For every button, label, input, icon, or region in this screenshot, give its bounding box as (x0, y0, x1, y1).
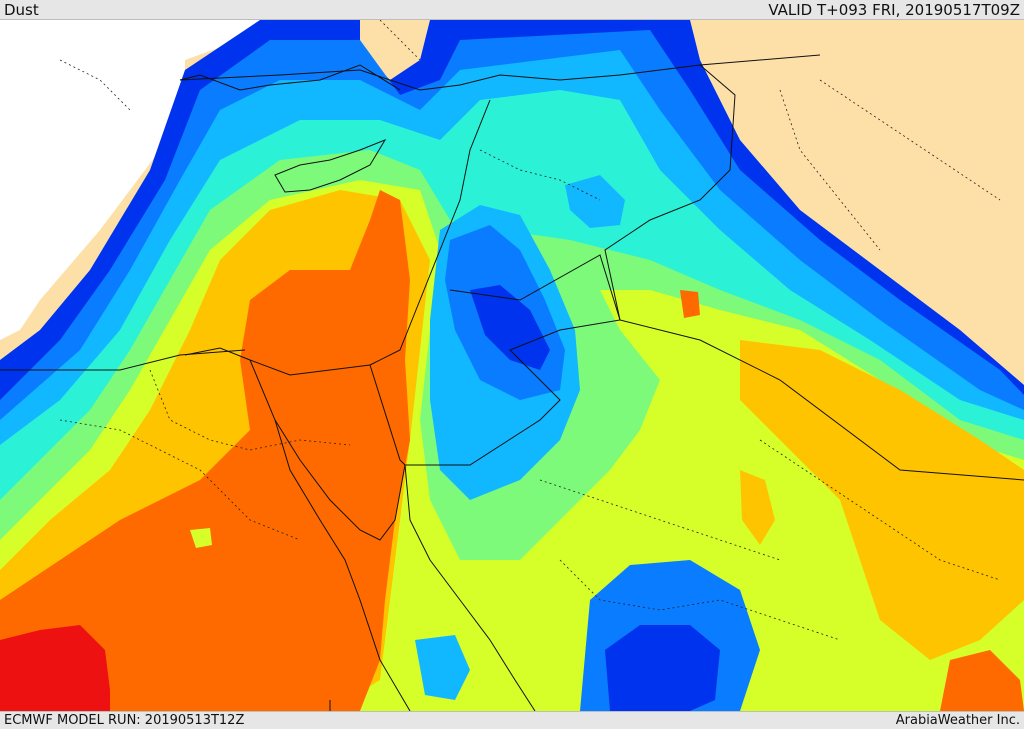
credit: ArabiaWeather Inc. (895, 713, 1020, 728)
dust-forecast-map[interactable] (0, 20, 1024, 711)
coast-red-sea-west (249, 359, 411, 711)
dust-level-9 (0, 625, 110, 711)
coast-turkey (179, 64, 401, 91)
dust-blob-small-1 (565, 175, 625, 228)
map-canvas (0, 20, 1024, 711)
admin-line-3 (539, 479, 781, 561)
dust-blob-small-4 (740, 470, 775, 545)
cyprus (274, 138, 387, 193)
dust-blob-small-2 (415, 635, 470, 700)
border-syria-iraq (604, 64, 736, 321)
border-egypt-israel (369, 364, 406, 466)
dust-blob-small-3 (680, 290, 700, 318)
border-turkey-south (179, 54, 821, 91)
border-jordan (405, 254, 621, 466)
sea-area (0, 20, 285, 340)
country-borders (0, 54, 1024, 711)
coast-levant (369, 99, 491, 366)
map-title: Dust (4, 0, 39, 19)
dust-low-blob-south-core (605, 625, 720, 711)
coast-sinai (274, 419, 406, 541)
admin-line-5 (819, 79, 1001, 201)
dust-level-8 (0, 190, 1024, 711)
border-saudi-iraq (619, 319, 1024, 481)
coast-nile-delta (184, 347, 371, 376)
admin-line-6 (779, 89, 881, 251)
admin-line-2 (59, 419, 301, 541)
valid-time: VALID T+093 FRI, 20190517T09Z (768, 0, 1020, 19)
border-egypt-libya (0, 349, 246, 371)
dust-low-blob-jordan-core (470, 285, 550, 370)
title-bar: Dust VALID T+093 FRI, 20190517T09Z (0, 0, 1024, 20)
dust-blob-small-5 (190, 528, 212, 548)
admin-line-7 (479, 149, 601, 201)
admin-borders (59, 20, 1001, 641)
coast-red-sea-east (404, 464, 536, 711)
footer-bar: ECMWF MODEL RUN: 20190513T12Z ArabiaWeat… (0, 711, 1024, 729)
dust-field (0, 20, 1024, 711)
model-run: ECMWF MODEL RUN: 20190513T12Z (4, 713, 245, 728)
